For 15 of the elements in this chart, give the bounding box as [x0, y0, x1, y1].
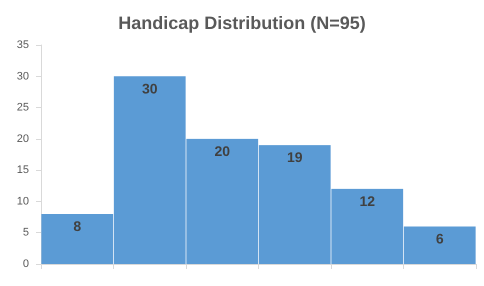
y-tick-label: 0 — [22, 258, 29, 270]
data-label: 12 — [359, 192, 376, 209]
y-tick-label: 5 — [22, 226, 29, 239]
y-tick-label: 15 — [16, 164, 29, 176]
y-tick-label: 10 — [16, 195, 29, 208]
data-label: 30 — [142, 80, 158, 96]
data-label: 20 — [214, 142, 230, 159]
data-label: 8 — [73, 218, 82, 234]
data-label: 6 — [436, 230, 444, 246]
data-label: 19 — [286, 149, 303, 166]
chart-title: Handicap Distribution (N=95) — [118, 13, 366, 33]
y-tick-label: 30 — [16, 70, 29, 82]
y-tick-label: 35 — [16, 39, 29, 51]
y-tick-label: 25 — [16, 102, 29, 114]
y-tick-label: 20 — [16, 132, 29, 145]
